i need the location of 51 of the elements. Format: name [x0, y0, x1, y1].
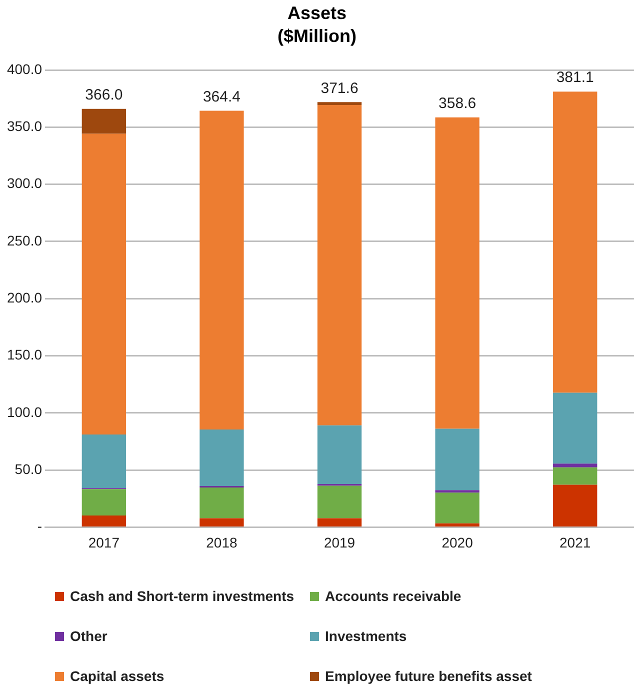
legend-label: Cash and Short-term investments — [70, 588, 294, 604]
total-label: 358.6 — [438, 94, 476, 112]
total-label: 364.4 — [202, 88, 240, 106]
legend-label: Investments — [325, 628, 407, 644]
bar — [553, 92, 598, 393]
chart-title: Assets — [286, 2, 348, 25]
bar — [317, 518, 362, 526]
x-tick-label: 2018 — [206, 534, 238, 550]
y-tick-label: 350.0 — [6, 118, 42, 134]
y-tick-label: 400.0 — [6, 60, 42, 77]
y-tick-label: 150.0 — [6, 346, 42, 363]
bar — [435, 523, 480, 526]
x-tick-label: 2020 — [442, 534, 474, 550]
bar — [435, 490, 480, 493]
bar — [200, 110, 244, 430]
legend-label: Accounts receivable — [325, 588, 462, 604]
bar — [553, 464, 598, 468]
bar — [435, 428, 480, 490]
bar — [553, 467, 598, 485]
bar — [317, 104, 362, 426]
y-tick-label: 200.0 — [6, 289, 42, 306]
x-tick-label: 2019 — [324, 534, 356, 550]
bar — [200, 488, 244, 518]
legend-label: Employee future benefits asset — [325, 668, 532, 684]
bar — [82, 489, 126, 516]
bar — [553, 484, 598, 526]
bar — [317, 425, 362, 484]
chart-subtitle: ($Million) — [276, 25, 358, 48]
bar — [200, 518, 244, 526]
y-tick-label: 250.0 — [6, 232, 42, 248]
legend-label: Other — [70, 628, 108, 644]
bar — [317, 486, 362, 518]
bar — [435, 492, 480, 524]
bar — [200, 429, 244, 486]
x-tick-label: 2021 — [560, 534, 591, 550]
y-tick-label: 300.0 — [6, 175, 42, 192]
bar — [317, 102, 362, 105]
total-label: 371.6 — [320, 80, 358, 97]
x-tick-label: 2017 — [88, 534, 120, 550]
bar — [82, 516, 126, 526]
bar — [82, 108, 126, 134]
bar — [82, 434, 126, 488]
bar — [553, 392, 598, 464]
total-label: 366.0 — [85, 86, 123, 104]
legend-label: Capital assets — [70, 668, 164, 684]
bar — [435, 117, 480, 429]
y-tick-label: - — [37, 518, 42, 534]
y-tick-label: 100.0 — [6, 404, 42, 420]
bar — [82, 134, 126, 435]
total-label: 381.1 — [556, 69, 594, 86]
y-tick-label: 50.0 — [14, 460, 42, 477]
